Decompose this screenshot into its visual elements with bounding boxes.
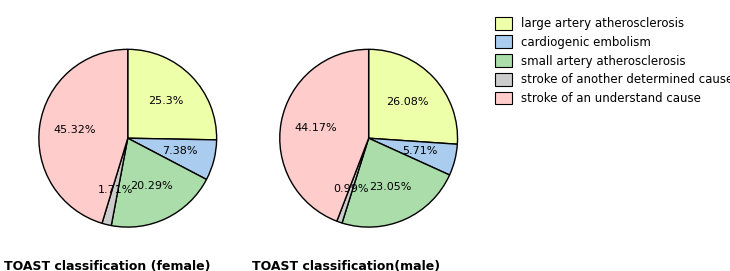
Text: 7.38%: 7.38% [161, 146, 197, 156]
Text: 26.08%: 26.08% [386, 97, 429, 107]
Text: 5.71%: 5.71% [403, 146, 438, 156]
Wedge shape [39, 49, 128, 223]
Text: 25.3%: 25.3% [148, 96, 183, 106]
Wedge shape [342, 138, 450, 227]
Text: 23.05%: 23.05% [369, 182, 412, 192]
Text: TOAST classification(male): TOAST classification(male) [252, 260, 440, 271]
Text: 44.17%: 44.17% [295, 124, 337, 134]
Text: 0.99%: 0.99% [334, 183, 369, 193]
Wedge shape [111, 138, 207, 227]
Legend: large artery atherosclerosis, cardiogenic embolism, small artery atherosclerosis: large artery atherosclerosis, cardiogeni… [495, 17, 730, 105]
Wedge shape [369, 138, 457, 175]
Wedge shape [280, 49, 369, 221]
Wedge shape [369, 49, 458, 144]
Text: 1.71%: 1.71% [97, 185, 133, 195]
Text: 20.29%: 20.29% [130, 181, 172, 191]
Text: 45.32%: 45.32% [54, 125, 96, 136]
Wedge shape [128, 49, 217, 140]
Wedge shape [128, 138, 217, 179]
Text: TOAST classification (female): TOAST classification (female) [4, 260, 210, 271]
Wedge shape [337, 138, 369, 223]
Wedge shape [102, 138, 128, 225]
